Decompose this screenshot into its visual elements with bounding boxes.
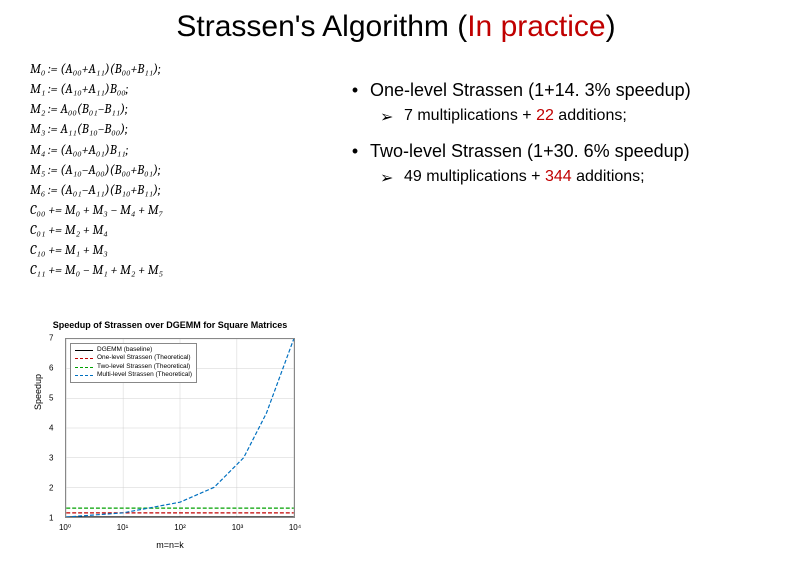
equation-line: M₁ := (A₁₀+A₁₁)B₀₀; [30,80,163,100]
xtick-label: 10⁰ [59,523,71,532]
legend-line-icon [75,358,93,359]
equation-line: M₅ := (A₁₀−A₀₀)(B₀₀+B₀₁); [30,161,163,181]
chart-legend: DGEMM (baseline)One-level Strassen (Theo… [70,343,197,383]
title-highlight: In practice [467,10,605,43]
bullet-item: •One-level Strassen (1+14. 3% speedup) [340,80,772,101]
chart-xlabel: m=n=k [35,540,305,550]
xtick-label: 10¹ [117,523,129,532]
title-main: Strassen's Algorithm [176,10,457,43]
legend-label: Multi-level Strassen (Theoretical) [97,371,192,379]
equation-line: M₄ := (A₀₀+A₀₁)B₁₁; [30,141,163,161]
chart-ylabel: Speedup [33,374,43,410]
bullet-dot-icon: • [340,141,370,162]
paren-open: ( [457,10,467,43]
sub-bullet-text: 7 multiplications + 22 additions; [404,107,627,127]
legend-item: One-level Strassen (Theoretical) [75,354,192,362]
xtick-label: 10⁴ [289,523,301,532]
equation-line: C₁₁ += M₀ − M₁ + M₂ + M₅ [30,261,163,281]
equation-line: C₁₀ += M₁ + M₃ [30,241,163,261]
ytick-label: 6 [49,364,53,373]
legend-line-icon [75,350,93,351]
equation-line: M₃ := A₁₁(B₁₀−B₀₀); [30,120,163,140]
sub-bullet-text: 49 multiplications + 344 additions; [404,168,645,188]
legend-line-icon [75,375,93,376]
equation-line: C₀₁ += M₂ + M₄ [30,221,163,241]
equation-line: C₀₀ += M₀ + M₃ − M₄ + M₇ [30,201,163,221]
legend-item: DGEMM (baseline) [75,346,192,354]
legend-label: Two-level Strassen (Theoretical) [97,363,190,371]
xtick-label: 10² [174,523,186,532]
legend-item: Two-level Strassen (Theoretical) [75,363,192,371]
speedup-chart: Speedup of Strassen over DGEMM for Squar… [35,320,305,550]
bullet-dot-icon: • [340,80,370,101]
ytick-label: 5 [49,394,53,403]
equation-block: M₀ := (A₀₀+A₁₁)(B₀₀+B₁₁);M₁ := (A₁₀+A₁₁)… [30,60,163,282]
bullet-text: One-level Strassen (1+14. 3% speedup) [370,80,772,101]
paren-close: ) [606,10,616,43]
legend-label: One-level Strassen (Theoretical) [97,354,191,362]
ytick-label: 2 [49,484,53,493]
equation-line: M₂ := A₀₀(B₀₁−B₁₁); [30,100,163,120]
sub-bullet-item: ➢49 multiplications + 344 additions; [380,168,772,188]
chart-plot-area: DGEMM (baseline)One-level Strassen (Theo… [65,338,295,518]
arrow-icon: ➢ [380,168,404,188]
equation-line: M₀ := (A₀₀+A₁₁)(B₀₀+B₁₁); [30,60,163,80]
bullets-block: •One-level Strassen (1+14. 3% speedup)➢7… [340,80,772,202]
chart-title: Speedup of Strassen over DGEMM for Squar… [35,320,305,330]
equation-line: M₆ := (A₀₁−A₁₁)(B₁₀+B₁₁); [30,181,163,201]
legend-line-icon [75,367,93,368]
legend-item: Multi-level Strassen (Theoretical) [75,371,192,379]
ytick-label: 4 [49,424,53,433]
xtick-label: 10³ [232,523,244,532]
slide-title: Strassen's Algorithm (In practice) [0,10,792,44]
ytick-label: 7 [49,334,53,343]
bullet-text: Two-level Strassen (1+30. 6% speedup) [370,141,772,162]
bullet-item: •Two-level Strassen (1+30. 6% speedup) [340,141,772,162]
arrow-icon: ➢ [380,107,404,127]
legend-label: DGEMM (baseline) [97,346,152,354]
sub-bullet-item: ➢7 multiplications + 22 additions; [380,107,772,127]
ytick-label: 1 [49,514,53,523]
ytick-label: 3 [49,454,53,463]
